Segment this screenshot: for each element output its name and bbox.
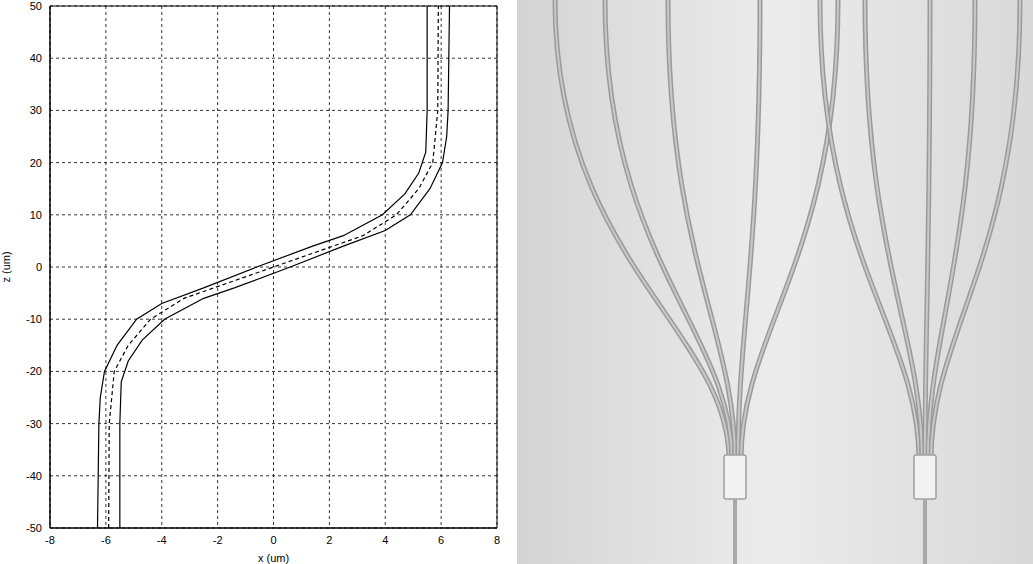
svg-text:-30: -30 [26,418,42,430]
svg-text:0: 0 [36,261,42,273]
svg-text:-40: -40 [26,470,42,482]
svg-text:2: 2 [326,534,332,546]
svg-text:z (um): z (um) [0,251,12,282]
svg-text:30: 30 [30,104,42,116]
svg-text:-8: -8 [45,534,55,546]
svg-text:-4: -4 [157,534,167,546]
svg-text:-2: -2 [213,534,223,546]
svg-text:-10: -10 [26,313,42,325]
svg-text:4: 4 [382,534,388,546]
svg-text:-6: -6 [101,534,111,546]
svg-text:20: 20 [30,157,42,169]
svg-text:x (um): x (um) [258,552,289,564]
svg-text:-20: -20 [26,365,42,377]
svg-text:8: 8 [494,534,500,546]
svg-text:50: 50 [30,0,42,12]
svg-text:-50: -50 [26,522,42,534]
svg-text:10: 10 [30,209,42,221]
svg-text:6: 6 [438,534,444,546]
svg-text:0: 0 [270,534,276,546]
svg-text:40: 40 [30,52,42,64]
